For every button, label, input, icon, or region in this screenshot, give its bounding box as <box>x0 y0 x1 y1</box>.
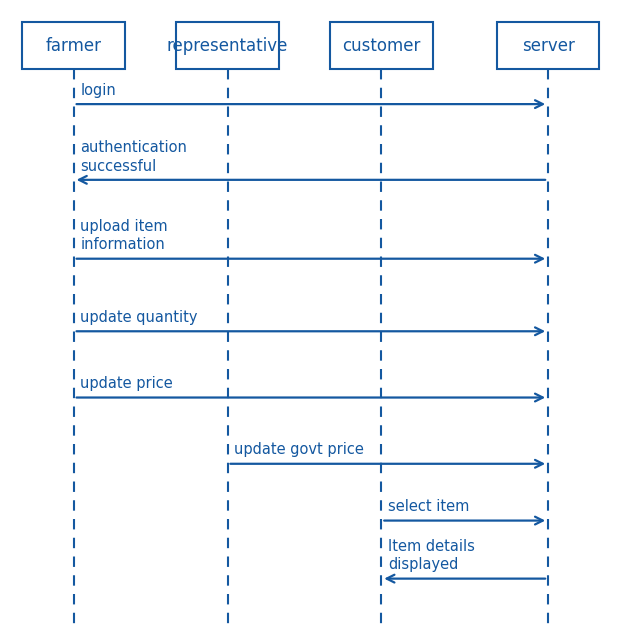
Text: farmer: farmer <box>46 37 102 55</box>
Text: representative: representative <box>167 37 288 55</box>
FancyBboxPatch shape <box>330 22 433 69</box>
Text: update price: update price <box>80 376 173 391</box>
Text: Item details
displayed: Item details displayed <box>388 539 475 572</box>
Text: upload item
information: upload item information <box>80 219 168 252</box>
Text: update govt price: update govt price <box>234 442 364 457</box>
Text: customer: customer <box>342 37 420 55</box>
FancyBboxPatch shape <box>497 22 599 69</box>
Text: update quantity: update quantity <box>80 310 197 325</box>
Text: authentication
successful: authentication successful <box>80 140 187 174</box>
FancyBboxPatch shape <box>176 22 279 69</box>
FancyBboxPatch shape <box>22 22 125 69</box>
Text: select item: select item <box>388 499 469 514</box>
Text: login: login <box>80 83 116 98</box>
Text: server: server <box>522 37 574 55</box>
